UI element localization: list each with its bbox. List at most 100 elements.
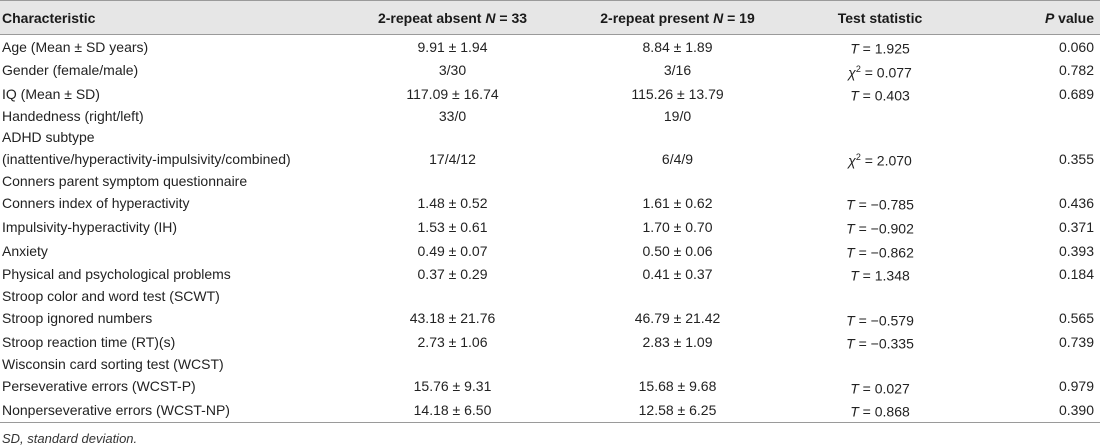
cell-test-statistic [790, 171, 970, 192]
cell-2-repeat-absent: 33/0 [438, 108, 467, 125]
row-label: Stroop color and word test (SCWT) [2, 288, 220, 305]
cell-2-repeat-absent: 2.73 ± 1.06 [417, 334, 488, 351]
cell-p-value: 0.355 [1058, 150, 1094, 167]
cell-test-statistic [790, 286, 970, 307]
stat-symbol: T [846, 244, 855, 261]
table-row: Nonperseverative errors (WCST-NP) 14.18 ±… [0, 398, 1100, 423]
cell-p-value [970, 171, 1100, 192]
table-body: Age (Mean ± SD years) 9.91 ± 1.94 8.84 ± 1… [0, 35, 1100, 423]
stat-value: = −0.579 [854, 312, 914, 329]
cell-test-statistic [790, 354, 970, 375]
row-label: Anxiety [2, 242, 48, 259]
stat-superscript: 2 [855, 152, 861, 163]
cell-2-repeat-absent [340, 171, 565, 192]
cell-2-repeat-absent: 3/30 [438, 62, 467, 79]
cell-test-statistic [790, 127, 970, 148]
cell-p-value: 0.393 [1058, 242, 1094, 259]
row-label: Wisconsin card sorting test (WCST) [2, 356, 224, 373]
cell-2-repeat-present: 1.61 ± 0.62 [642, 195, 713, 212]
row-label: ADHD subtype [2, 128, 95, 145]
cell-2-repeat-present: 0.50 ± 0.06 [642, 242, 713, 259]
cell-2-repeat-present: 0.41 ± 0.37 [642, 266, 713, 283]
header-row: Characteristic 2-repeat absent N = 33 2-… [0, 0, 1100, 35]
row-label: Conners index of hyperactivity [2, 195, 190, 212]
cell-test-statistic: T = 0.027 [790, 375, 970, 399]
cell-2-repeat-absent: 117.09 ± 16.74 [406, 86, 499, 103]
stat-value: = −0.335 [854, 335, 914, 352]
cell-2-repeat-absent: 15.76 ± 9.31 [413, 378, 492, 395]
cell-p-value [970, 106, 1100, 127]
row-label: Conners parent symptom questionnaire [2, 173, 248, 190]
cell-test-statistic: T = −0.902 [790, 215, 970, 239]
cell-2-repeat-present: 12.58 ± 6.25 [565, 398, 790, 423]
row-label: Handedness (right/left) [2, 108, 144, 125]
row-label: Gender (female/male) [2, 62, 139, 79]
table-footnote: SD, standard deviation. [2, 430, 138, 446]
cell-p-value: 0.371 [1058, 218, 1094, 235]
table-row: ADHD subtype [0, 127, 1100, 148]
stat-value: = 1.925 [858, 40, 910, 57]
table-row: Age (Mean ± SD years) 9.91 ± 1.94 8.84 ± 1… [0, 35, 1100, 59]
cell-2-repeat-present: 3/16 [663, 62, 692, 79]
cell-2-repeat-present: 8.84 ± 1.89 [642, 38, 713, 55]
cell-p-value: 0.184 [1058, 266, 1094, 283]
cell-2-repeat-present [565, 286, 790, 307]
cell-test-statistic: χ2 = 0.077 [790, 59, 970, 83]
table-row: Stroop reaction time (RT)(s) 2.73 ± 1.06 2… [0, 330, 1100, 354]
stat-value: = 2.070 [860, 152, 912, 169]
cell-2-repeat-absent: 0.37 ± 0.29 [417, 266, 488, 283]
row-label: (inattentive/hyperactivity-impulsivity/c… [2, 150, 291, 167]
row-label: Impulsivity-hyperactivity (IH) [2, 218, 178, 235]
table-row: Conners parent symptom questionnaire [0, 171, 1100, 192]
table-row: Stroop ignored numbers 43.18 ± 21.76 46.79… [0, 307, 1100, 331]
cell-2-repeat-present: 1.70 ± 0.70 [642, 218, 713, 235]
cell-2-repeat-absent: 1.53 ± 0.61 [417, 218, 488, 235]
stat-symbol: T [850, 403, 859, 420]
table-row: Handedness (right/left) 33/0 19/0 [0, 106, 1100, 127]
table-row: Wisconsin card sorting test (WCST) [0, 354, 1100, 375]
cell-p-value: 0.979 [1058, 378, 1094, 395]
table-row: IQ (Mean ± SD) 117.09 ± 16.74 115.26 ± 13.… [0, 82, 1100, 106]
cell-p-value [970, 286, 1100, 307]
cell-test-statistic: T = 0.403 [790, 82, 970, 106]
cell-2-repeat-absent [340, 127, 565, 148]
row-label: Age (Mean ± SD years) [2, 38, 149, 55]
cell-p-value [970, 127, 1100, 148]
header-test-statistic: Test statistic [790, 0, 970, 35]
cell-2-repeat-present: 6/4/9 [661, 150, 694, 167]
cell-test-statistic: T = 1.348 [790, 262, 970, 286]
cell-p-value: 0.436 [1058, 195, 1094, 212]
header-characteristic: Characteristic [0, 0, 340, 35]
table-row: Stroop color and word test (SCWT) [0, 286, 1100, 307]
stat-value: = 0.027 [858, 380, 910, 397]
cell-2-repeat-absent [340, 354, 565, 375]
table-row: Physical and psychological problems 0.37 … [0, 262, 1100, 286]
characteristics-table: Characteristic 2-repeat absent N = 33 2-… [0, 0, 1100, 423]
cell-2-repeat-absent: 17/4/12 [429, 150, 476, 167]
stat-value: = −0.785 [854, 197, 914, 214]
stat-value: = 0.868 [858, 403, 910, 420]
cell-test-statistic: T = 0.868 [790, 398, 970, 423]
cell-test-statistic [790, 106, 970, 127]
stat-symbol: χ [848, 64, 856, 81]
table-row: Anxiety 0.49 ± 0.07 0.50 ± 0.06 T = −0.862 0… [0, 239, 1100, 263]
row-label: Perseverative errors (WCST-P) [2, 378, 196, 395]
cell-test-statistic: T = −0.785 [790, 191, 970, 215]
stat-symbol: T [846, 197, 855, 214]
cell-2-repeat-present: 115.26 ± 13.79 [631, 86, 724, 103]
stat-value: = −0.862 [854, 244, 914, 261]
table-row: Impulsivity-hyperactivity (IH) 1.53 ± 0.6… [0, 215, 1100, 239]
table-row: (inattentive/hyperactivity-impulsivity/c… [0, 147, 1100, 171]
header-p-value: P value [970, 0, 1100, 35]
row-label: IQ (Mean ± SD) [2, 86, 100, 103]
cell-p-value: 0.782 [1058, 62, 1094, 79]
cell-2-repeat-absent: 1.48 ± 0.52 [417, 195, 488, 212]
cell-2-repeat-present: 19/0 [663, 108, 692, 125]
cell-test-statistic: χ2 = 2.070 [790, 147, 970, 171]
header-2-repeat-present: 2-repeat present N = 19 [565, 0, 790, 35]
cell-test-statistic: T = −0.335 [790, 330, 970, 354]
header-2-repeat-absent: 2-repeat absent N = 33 [340, 0, 565, 35]
cell-test-statistic: T = −0.579 [790, 307, 970, 331]
cell-p-value: 0.390 [970, 398, 1100, 423]
stat-value: = −0.902 [854, 220, 914, 237]
